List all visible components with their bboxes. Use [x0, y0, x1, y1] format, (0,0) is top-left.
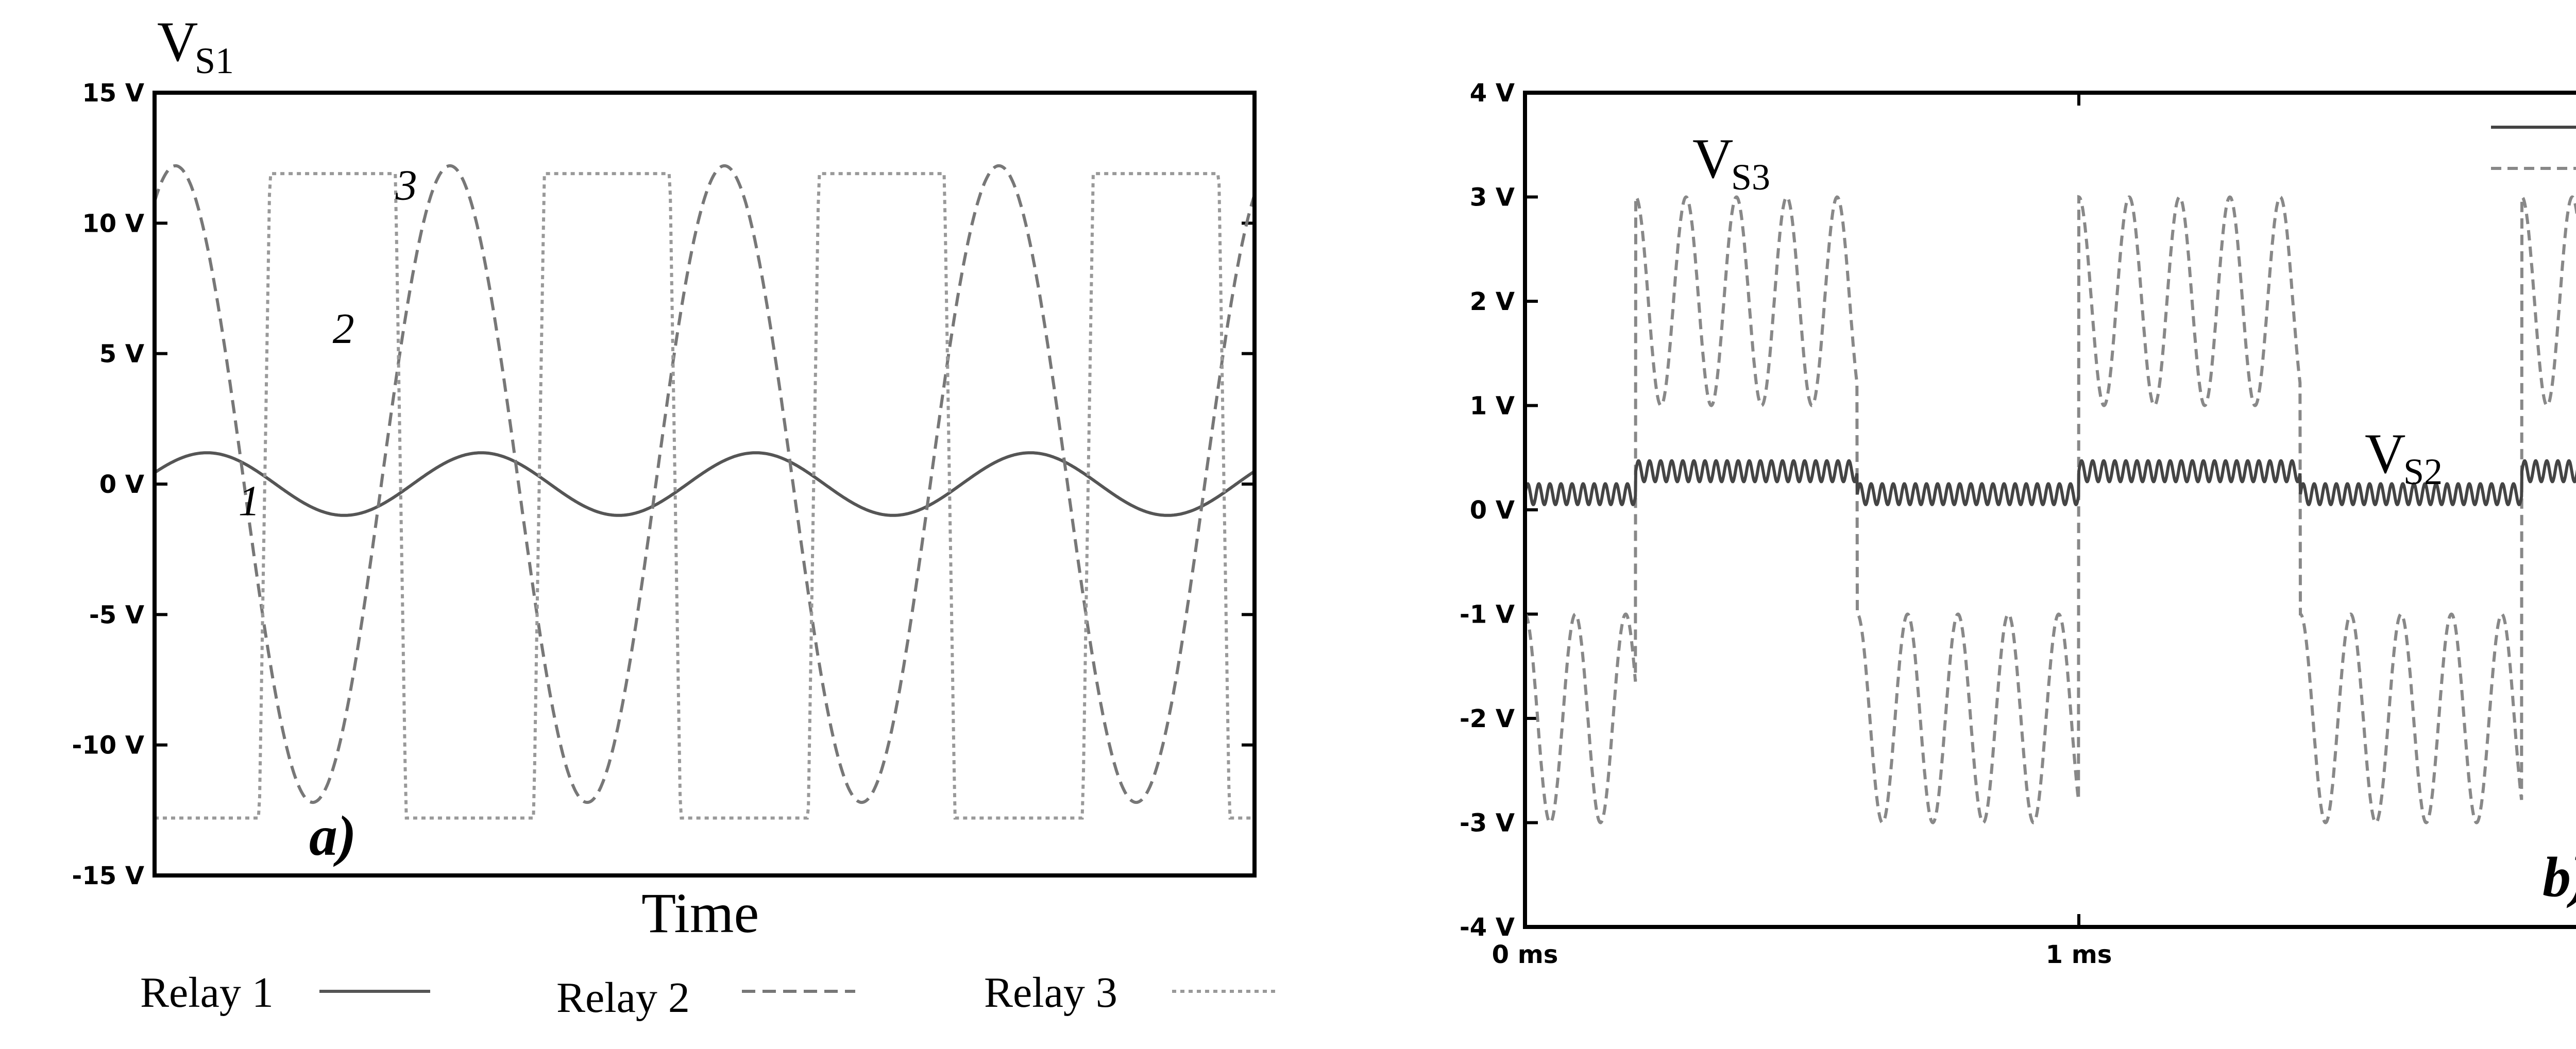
- chart-a: V S1 15 V 10 V 5 V 0 V -5 V -10 V -15 V 1 2 3 a)…: [72, 10, 1257, 944]
- chart-b-series-label-vs2-sub: S2: [2403, 451, 2443, 492]
- chart-b-series-label-vs2: V: [2365, 422, 2405, 485]
- chart-b-series-line-vs2: [1523, 459, 2576, 506]
- chart-b-series-label-vs3: V: [1692, 127, 1733, 190]
- chart-a-ylabel-sub: S1: [195, 40, 234, 81]
- chart-b-plot-frame: [1523, 91, 2576, 929]
- chart-a-ytick-label: 15 V: [82, 79, 144, 108]
- chart-a-curve-label-2: 2: [333, 305, 354, 353]
- chart-b-ytick-label: 2 V: [1470, 287, 1515, 316]
- chart-b-series-group: [1523, 195, 2576, 824]
- chart-a-series-line-relay-2: [153, 164, 1256, 804]
- chart-a-ytick-label: -15 V: [72, 862, 144, 890]
- legend-label-relay-3: Relay 3: [984, 969, 1117, 1017]
- chart-b-ytick-label: -1 V: [1460, 600, 1515, 629]
- legend-item-relay-3: Relay 3: [984, 969, 1278, 1017]
- chart-b-ytick-label: 3 V: [1470, 183, 1515, 212]
- chart-a-series-group: [153, 164, 1256, 820]
- chart-b-ytick-label: 0 V: [1470, 496, 1515, 525]
- chart-b-yticks: 4 V 3 V 2 V 1 V 0 V -1 V -2 V -3 V -4 V: [1460, 79, 1538, 942]
- chart-b-ytick-label: -3 V: [1460, 809, 1515, 838]
- chart-b-ytick-label: -2 V: [1460, 704, 1515, 733]
- legend-label-relay-1: Relay 1: [140, 969, 274, 1017]
- chart-a-series-line-relay-3: [155, 172, 1255, 820]
- chart-b-series-label-vs3-sub: S3: [1731, 157, 1770, 198]
- chart-b-series-line-vs3: [1524, 195, 2576, 824]
- chart-b-xticks: 0 ms1 ms2 ms: [1492, 93, 2112, 969]
- chart-b-ytick-label: -4 V: [1460, 913, 1515, 942]
- chart-a-yticks: 15 V 10 V 5 V 0 V -5 V -10 V -15 V: [72, 79, 1255, 890]
- legend-label-relay-2: Relay 2: [556, 974, 690, 1022]
- chart-a-curve-label-3: 3: [395, 161, 417, 209]
- chart-a-curve-label-1: 1: [239, 477, 260, 525]
- legend-item-relay-1: Relay 1: [140, 969, 430, 1017]
- legend-item-relay-2: Relay 2: [556, 974, 855, 1022]
- chart-b-ytick-label: 4 V: [1470, 79, 1515, 108]
- chart-a-ytick-label: -10 V: [72, 731, 144, 760]
- chart-a-curve-labels: 1 2 3: [239, 161, 417, 525]
- chart-a-panel-label: a): [309, 804, 357, 867]
- chart-a-ytick-label: 10 V: [82, 209, 144, 238]
- chart-a-ylabel: V: [157, 10, 198, 73]
- chart-a-plot-frame: [152, 91, 1257, 878]
- chart-a-ytick-label: 5 V: [99, 340, 144, 369]
- chart-a-ytick-label: 0 V: [99, 470, 144, 499]
- chart-b-xtick-label: 1 ms: [2046, 940, 2112, 969]
- chart-a-ytick-label: -5 V: [89, 600, 144, 629]
- chart-b-xtick-label: 0 ms: [1492, 940, 1558, 969]
- chart-a-xlabel: Time: [641, 882, 759, 944]
- chart-b-ytick-label: 1 V: [1470, 392, 1515, 421]
- chart-a-series-line-relay-1: [154, 451, 1256, 517]
- chart-b: 4 V 3 V 2 V 1 V 0 V -1 V -2 V -3 V -4 V 0 ms 1 ms…: [1460, 79, 2576, 969]
- chart-b-panel-label: b): [2543, 846, 2576, 908]
- legend: Relay 1 Relay 2 Relay 3: [140, 969, 1278, 1022]
